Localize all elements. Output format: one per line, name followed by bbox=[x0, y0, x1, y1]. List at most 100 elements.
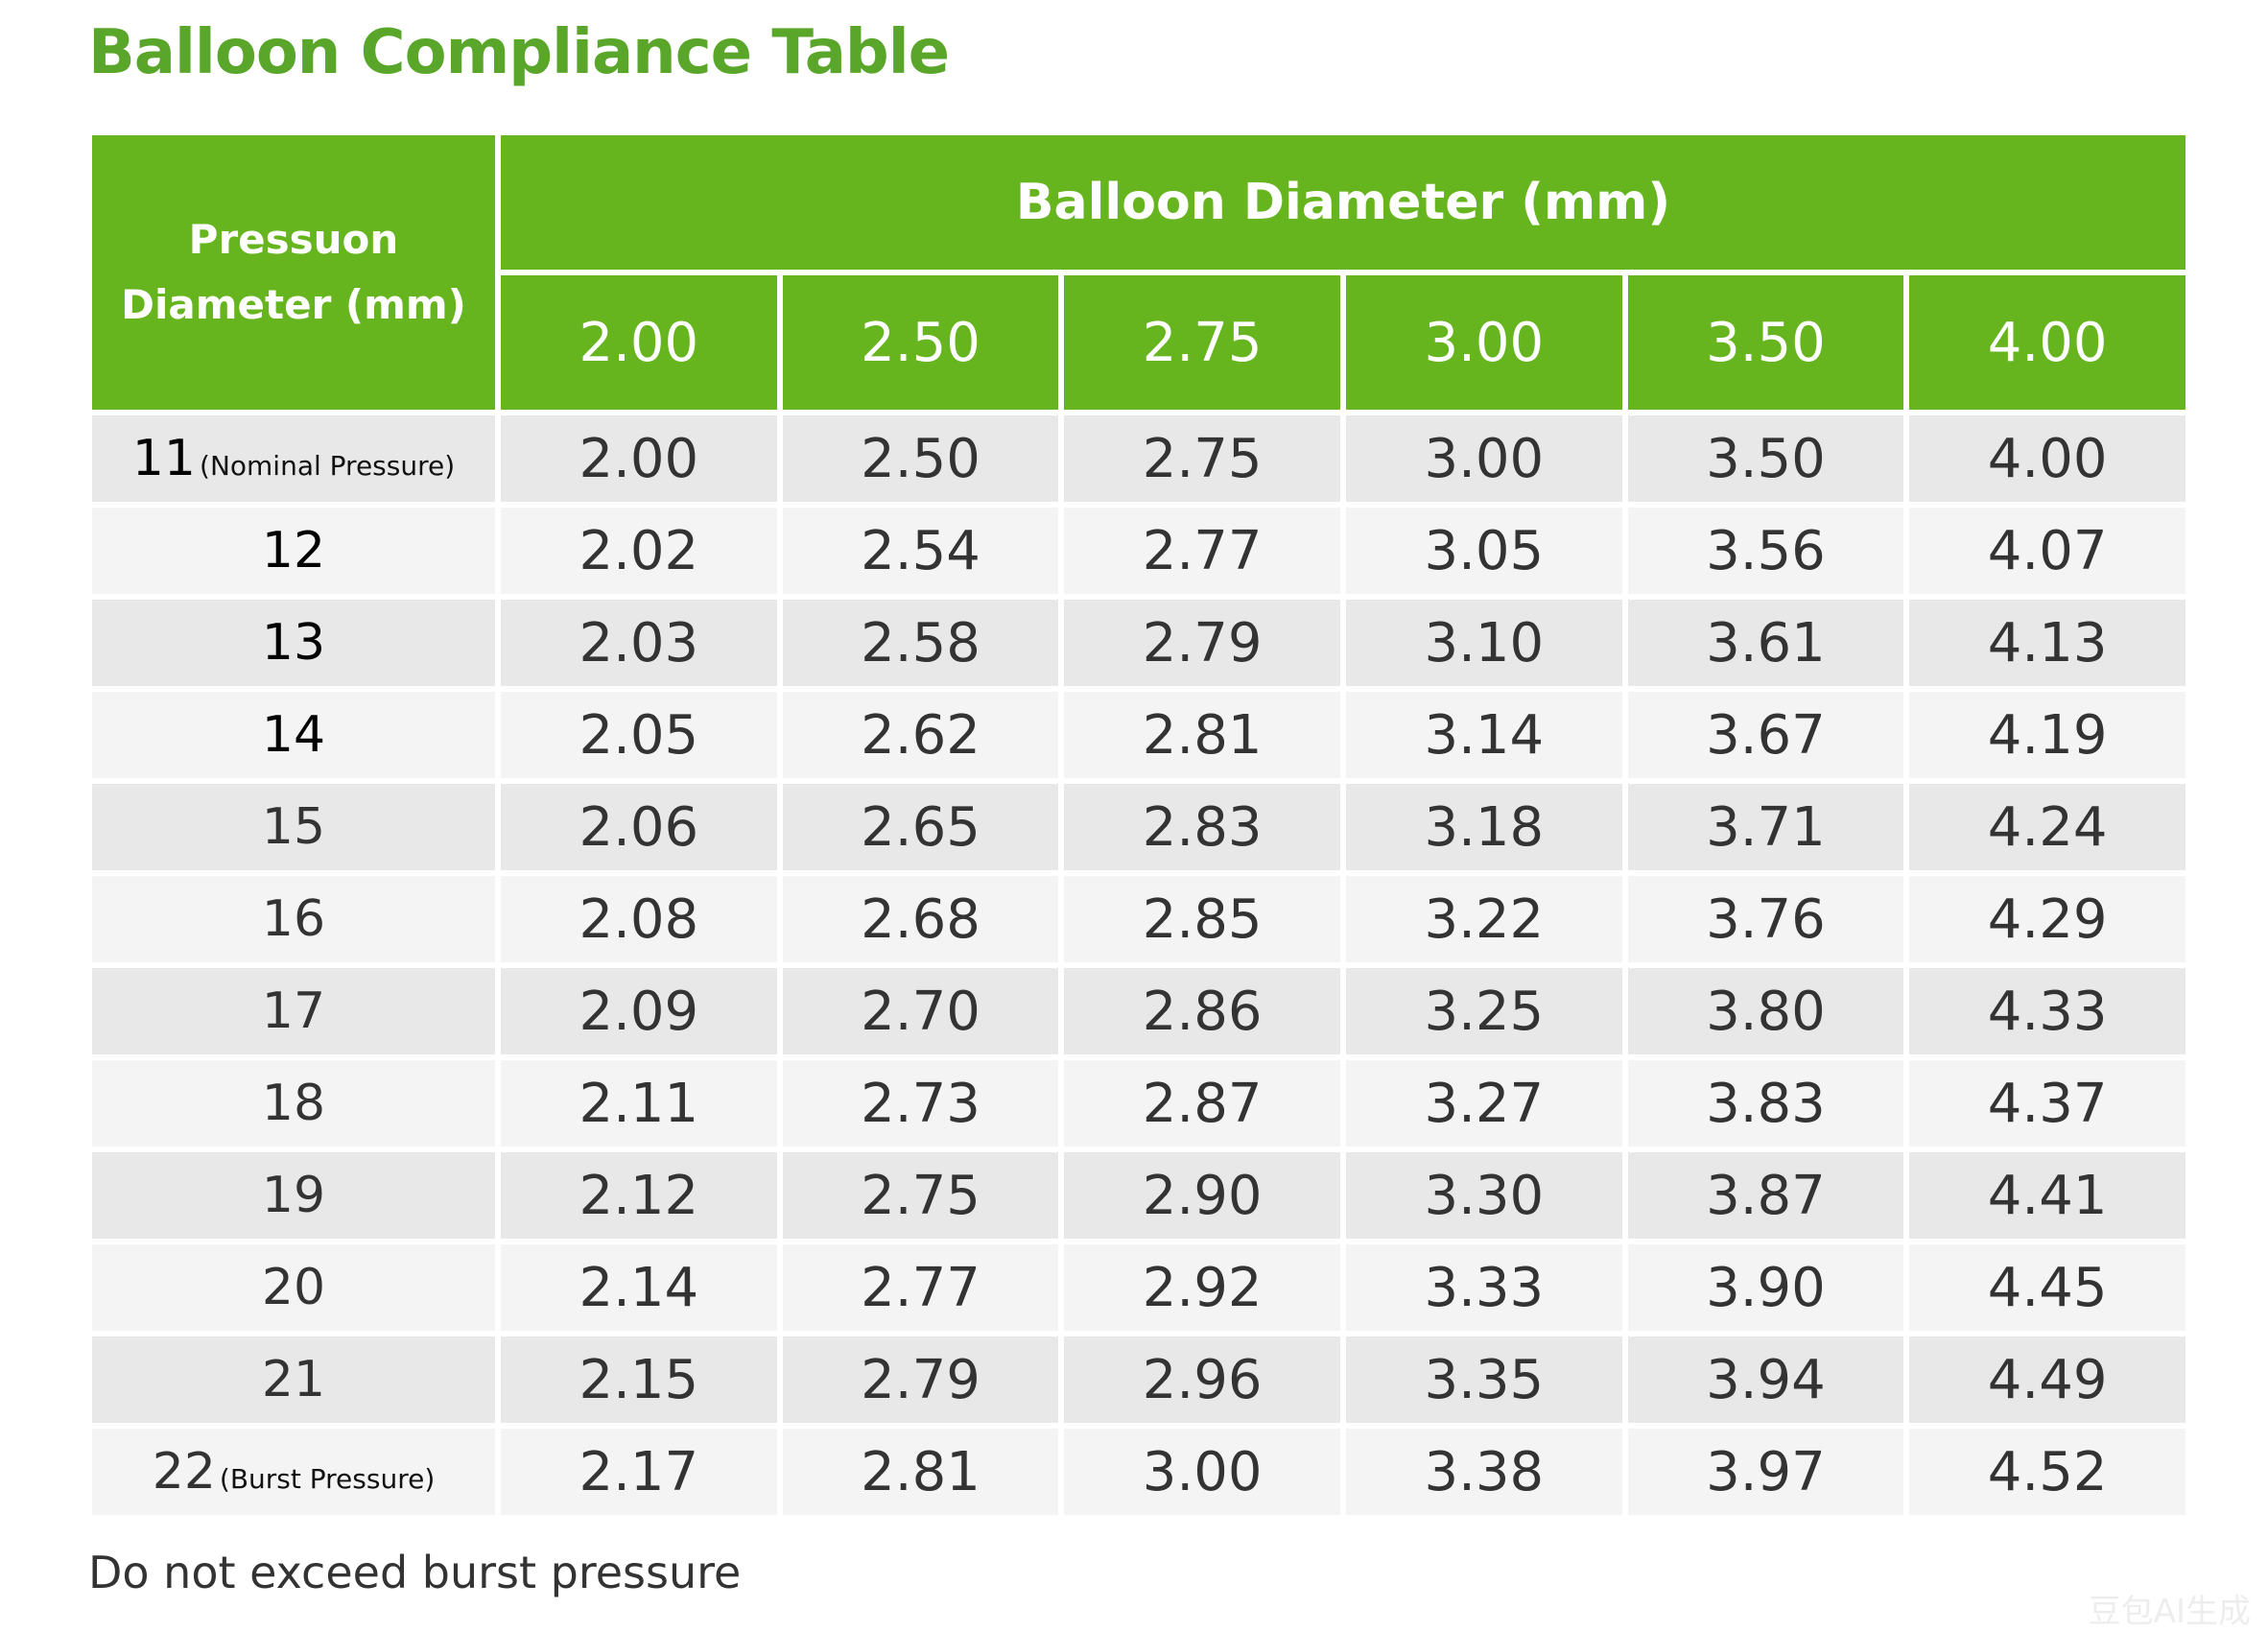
corner-header-cell: Pressuon Diameter (mm) bbox=[92, 135, 495, 410]
table-row: 16 2.08 2.68 2.85 3.22 3.76 4.29 bbox=[92, 876, 2185, 962]
diameter-cell: 4.52 bbox=[1909, 1429, 2185, 1515]
pressure-value: 16 bbox=[261, 890, 326, 948]
diameter-cell: 2.15 bbox=[501, 1336, 777, 1423]
diameter-cell: 4.41 bbox=[1909, 1152, 2185, 1239]
diameter-cell: 2.81 bbox=[782, 1429, 1059, 1515]
pressure-note: (Nominal Pressure) bbox=[200, 450, 456, 482]
diameter-cell: 3.00 bbox=[1345, 415, 1622, 502]
pressure-cell: 21 bbox=[92, 1336, 495, 1423]
diameter-cell: 3.71 bbox=[1627, 784, 1904, 870]
page-title: Balloon Compliance Table bbox=[88, 17, 950, 88]
diameter-cell: 2.73 bbox=[782, 1060, 1059, 1147]
pressure-value: 17 bbox=[261, 982, 326, 1040]
diameter-cell: 3.90 bbox=[1627, 1244, 1904, 1331]
diameter-cell: 4.00 bbox=[1909, 415, 2185, 502]
diameter-cell: 2.08 bbox=[501, 876, 777, 962]
diameter-cell: 2.79 bbox=[1064, 600, 1340, 686]
table-row: 19 2.12 2.75 2.90 3.30 3.87 4.41 bbox=[92, 1152, 2185, 1239]
pressure-note: (Burst Pressure) bbox=[219, 1463, 436, 1495]
pressure-value: 20 bbox=[261, 1259, 326, 1316]
diameter-cell: 2.17 bbox=[501, 1429, 777, 1515]
diameter-cell: 3.22 bbox=[1345, 876, 1622, 962]
header-row-group: Pressuon Diameter (mm) Balloon Diameter … bbox=[92, 135, 2185, 410]
diameter-cell: 3.80 bbox=[1627, 968, 1904, 1054]
diameter-cell: 2.87 bbox=[1064, 1060, 1340, 1147]
diameter-cell: 3.00 bbox=[1064, 1429, 1340, 1515]
pressure-cell: 14 bbox=[92, 692, 495, 778]
diameter-cell: 2.58 bbox=[782, 600, 1059, 686]
corner-header-line2: Diameter (mm) bbox=[121, 281, 466, 328]
diameter-cell: 3.97 bbox=[1627, 1429, 1904, 1515]
diameter-cell: 3.25 bbox=[1345, 968, 1622, 1054]
balloon-diameter-group-header: Balloon Diameter (mm) bbox=[501, 135, 2185, 270]
pressure-cell: 16 bbox=[92, 876, 495, 962]
diameter-cell: 3.76 bbox=[1627, 876, 1904, 962]
diameter-cell: 2.92 bbox=[1064, 1244, 1340, 1331]
diameter-cell: 2.03 bbox=[501, 600, 777, 686]
diameter-cell: 2.79 bbox=[782, 1336, 1059, 1423]
pressure-value: 18 bbox=[261, 1075, 326, 1132]
diameter-cell: 3.61 bbox=[1627, 600, 1904, 686]
pressure-value: 12 bbox=[261, 522, 326, 579]
diameter-cell: 3.35 bbox=[1345, 1336, 1622, 1423]
diameter-cell: 2.85 bbox=[1064, 876, 1340, 962]
compliance-table: Pressuon Diameter (mm) Balloon Diameter … bbox=[86, 130, 2191, 1521]
pressure-value: 19 bbox=[261, 1167, 326, 1224]
table-row: 22 (Burst Pressure) 2.17 2.81 3.00 3.38 3… bbox=[92, 1429, 2185, 1515]
diameter-cell: 3.18 bbox=[1345, 784, 1622, 870]
diameter-cell: 2.68 bbox=[782, 876, 1059, 962]
diameter-cell: 2.05 bbox=[501, 692, 777, 778]
diameter-cell: 2.02 bbox=[501, 508, 777, 594]
pressure-value: 11 bbox=[131, 430, 197, 487]
diameter-cell: 4.19 bbox=[1909, 692, 2185, 778]
diameter-cell: 3.10 bbox=[1345, 600, 1622, 686]
pressure-cell: 11 (Nominal Pressure) bbox=[92, 415, 495, 502]
diameter-cell: 2.06 bbox=[501, 784, 777, 870]
diameter-cell: 3.56 bbox=[1627, 508, 1904, 594]
diameter-cell: 3.67 bbox=[1627, 692, 1904, 778]
pressure-cell: 15 bbox=[92, 784, 495, 870]
pressure-cell: 22 (Burst Pressure) bbox=[92, 1429, 495, 1515]
diameter-cell: 2.12 bbox=[501, 1152, 777, 1239]
diameter-cell: 3.83 bbox=[1627, 1060, 1904, 1147]
diameter-cell: 4.07 bbox=[1909, 508, 2185, 594]
column-header: 2.50 bbox=[782, 275, 1059, 410]
diameter-cell: 2.70 bbox=[782, 968, 1059, 1054]
diameter-cell: 4.37 bbox=[1909, 1060, 2185, 1147]
diameter-cell: 2.96 bbox=[1064, 1336, 1340, 1423]
diameter-cell: 3.27 bbox=[1345, 1060, 1622, 1147]
table-row: 21 2.15 2.79 2.96 3.35 3.94 4.49 bbox=[92, 1336, 2185, 1423]
pressure-cell: 12 bbox=[92, 508, 495, 594]
table-row: 18 2.11 2.73 2.87 3.27 3.83 4.37 bbox=[92, 1060, 2185, 1147]
pressure-cell: 17 bbox=[92, 968, 495, 1054]
diameter-cell: 4.33 bbox=[1909, 968, 2185, 1054]
diameter-cell: 4.24 bbox=[1909, 784, 2185, 870]
pressure-value: 13 bbox=[261, 614, 326, 672]
diameter-cell: 4.45 bbox=[1909, 1244, 2185, 1331]
diameter-cell: 3.87 bbox=[1627, 1152, 1904, 1239]
header-row-columns: 2.00 2.50 2.75 3.00 3.50 4.00 bbox=[92, 275, 2185, 410]
pressure-cell: 19 bbox=[92, 1152, 495, 1239]
diameter-cell: 4.29 bbox=[1909, 876, 2185, 962]
column-header: 4.00 bbox=[1909, 275, 2185, 410]
column-header: 2.00 bbox=[501, 275, 777, 410]
diameter-cell: 2.81 bbox=[1064, 692, 1340, 778]
corner-header-line1: Pressuon bbox=[188, 216, 399, 263]
diameter-cell: 2.86 bbox=[1064, 968, 1340, 1054]
watermark: 豆包AI生成 bbox=[2088, 1593, 2251, 1631]
diameter-cell: 2.14 bbox=[501, 1244, 777, 1331]
diameter-cell: 4.49 bbox=[1909, 1336, 2185, 1423]
table-row: 20 2.14 2.77 2.92 3.33 3.90 4.45 bbox=[92, 1244, 2185, 1331]
diameter-cell: 2.62 bbox=[782, 692, 1059, 778]
diameter-cell: 3.50 bbox=[1627, 415, 1904, 502]
footnote: Do not exceed burst pressure bbox=[88, 1547, 742, 1598]
pressure-value: 14 bbox=[261, 706, 326, 764]
diameter-cell: 3.30 bbox=[1345, 1152, 1622, 1239]
column-header: 3.50 bbox=[1627, 275, 1904, 410]
diameter-cell: 2.09 bbox=[501, 968, 777, 1054]
pressure-cell: 13 bbox=[92, 600, 495, 686]
diameter-cell: 3.33 bbox=[1345, 1244, 1622, 1331]
table-row: 15 2.06 2.65 2.83 3.18 3.71 4.24 bbox=[92, 784, 2185, 870]
table-row: 17 2.09 2.70 2.86 3.25 3.80 4.33 bbox=[92, 968, 2185, 1054]
diameter-cell: 2.00 bbox=[501, 415, 777, 502]
